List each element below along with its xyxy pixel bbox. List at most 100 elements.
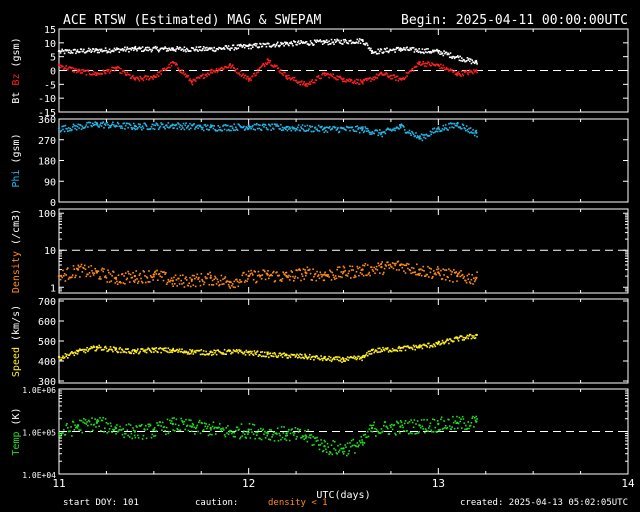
data-point (102, 121, 104, 123)
data-point (237, 285, 240, 288)
data-point (236, 280, 239, 283)
data-point (411, 67, 414, 70)
data-point (438, 341, 441, 343)
data-point (121, 127, 124, 129)
data-point (424, 137, 427, 140)
data-point (265, 432, 268, 434)
data-point (168, 63, 170, 66)
data-point (395, 269, 398, 271)
data-point (208, 129, 211, 131)
data-point (59, 278, 62, 281)
data-point (394, 264, 396, 267)
data-point (462, 418, 465, 420)
data-point (296, 436, 298, 438)
data-point (273, 43, 276, 46)
data-point (358, 40, 360, 42)
data-point (155, 430, 158, 432)
data-point (79, 72, 82, 74)
data-point (186, 126, 189, 128)
data-point (102, 270, 104, 273)
data-point (301, 41, 303, 43)
data-point (300, 40, 302, 42)
data-point (465, 281, 468, 284)
data-point (207, 434, 210, 437)
data-point (286, 78, 289, 80)
data-point (364, 126, 367, 128)
data-point (322, 128, 325, 130)
x-tick-label: 14 (621, 477, 635, 490)
data-point (195, 126, 198, 128)
data-point (71, 351, 73, 353)
data-point (193, 426, 195, 429)
data-vertex (418, 424, 421, 427)
data-point (262, 428, 264, 431)
data-vertex (342, 357, 345, 361)
series-temp (57, 415, 478, 457)
data-point (387, 50, 389, 53)
data-point (358, 38, 361, 40)
data-point (175, 62, 178, 65)
data-point (211, 72, 214, 74)
data-point (278, 432, 281, 435)
data-point (362, 434, 365, 436)
data-vertex (76, 424, 80, 427)
data-point (240, 423, 243, 425)
data-point (227, 66, 230, 69)
data-point (195, 46, 198, 48)
data-point (104, 123, 106, 125)
data-point (189, 425, 191, 427)
data-point (163, 47, 166, 50)
data-point (412, 426, 415, 429)
data-point (98, 425, 100, 428)
data-point (213, 70, 215, 72)
data-point (430, 52, 432, 54)
data-point (403, 270, 405, 272)
data-point (211, 354, 213, 356)
data-point (125, 74, 128, 77)
data-point (335, 78, 338, 81)
data-vertex (114, 66, 118, 69)
data-point (366, 130, 368, 132)
data-point (154, 270, 157, 273)
data-point (205, 125, 207, 128)
data-point (184, 428, 186, 431)
data-point (164, 430, 166, 432)
data-point (334, 356, 337, 358)
data-point (71, 52, 73, 54)
data-point (433, 273, 436, 275)
data-point (379, 73, 381, 75)
data-point (194, 78, 196, 81)
data-point (363, 442, 366, 444)
data-point (290, 129, 293, 132)
data-point (473, 134, 476, 137)
data-point (420, 344, 423, 347)
data-point (312, 268, 314, 270)
data-point (85, 74, 88, 76)
data-point (239, 279, 241, 281)
data-point (392, 267, 395, 270)
data-point (391, 423, 393, 426)
data-vertex (361, 80, 364, 83)
data-point (219, 67, 222, 70)
data-point (122, 282, 125, 284)
data-point (402, 125, 404, 127)
data-point (170, 47, 173, 49)
data-point (313, 130, 315, 133)
data-point (137, 348, 139, 350)
data-point (235, 48, 238, 50)
data-point (443, 420, 445, 422)
data-point (310, 80, 313, 83)
data-point (437, 268, 440, 270)
data-point (289, 356, 292, 359)
data-point (185, 350, 187, 353)
data-point (438, 65, 441, 67)
data-point (131, 350, 133, 352)
data-point (110, 124, 113, 127)
data-point (253, 44, 256, 46)
data-point (79, 123, 81, 126)
data-point (227, 124, 229, 127)
data-point (223, 124, 225, 127)
data-vertex (285, 41, 288, 44)
data-point (363, 264, 366, 267)
data-point (432, 63, 434, 65)
